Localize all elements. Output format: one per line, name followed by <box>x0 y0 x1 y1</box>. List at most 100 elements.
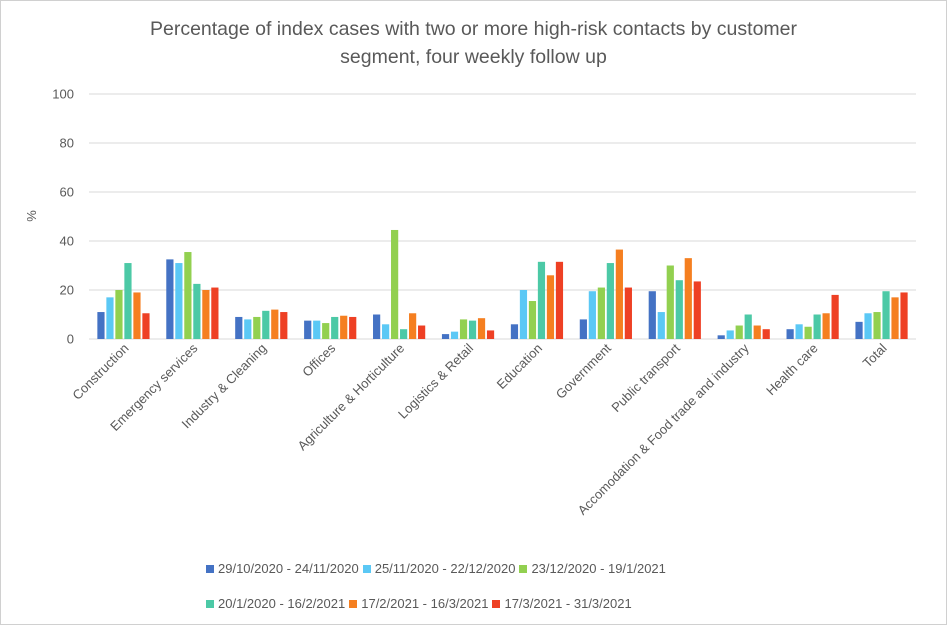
bar <box>468 320 477 340</box>
y-axis-ticks: 0 20 40 60 80 100 <box>52 87 74 347</box>
bar <box>340 315 348 339</box>
bar <box>624 287 632 339</box>
bar <box>873 312 881 339</box>
bar <box>124 263 132 339</box>
bar <box>855 321 863 339</box>
legend-swatch <box>206 564 214 573</box>
bar <box>450 331 459 339</box>
bar <box>546 275 555 339</box>
bar <box>106 297 114 339</box>
x-tick-label: Offices <box>299 340 338 379</box>
bar <box>717 335 725 339</box>
bar <box>588 291 596 339</box>
bar <box>666 265 674 339</box>
bar <box>304 320 312 340</box>
x-tick-label: Education <box>494 341 545 392</box>
bar <box>693 281 701 339</box>
y-tick-label: 60 <box>60 185 74 200</box>
bar <box>262 310 270 339</box>
bar <box>726 330 734 339</box>
bar <box>510 324 519 339</box>
legend-label: 17/3/2021 - 31/3/2021 <box>504 596 632 611</box>
legend: 29/10/2020 - 24/11/2020 25/11/2020 - 22/1… <box>206 561 746 611</box>
bar <box>900 292 908 339</box>
y-tick-label: 80 <box>60 136 74 151</box>
bar <box>193 283 201 340</box>
legend-swatch <box>362 564 371 573</box>
bar <box>555 261 564 339</box>
bar <box>253 316 261 339</box>
bar <box>831 294 839 339</box>
x-tick-label: Government <box>553 340 614 401</box>
legend-swatch <box>349 599 358 608</box>
bar <box>813 314 821 339</box>
bar <box>528 301 537 339</box>
bar <box>459 319 468 339</box>
legend-label: 20/1/2020 - 16/2/2021 <box>218 596 346 611</box>
bar <box>142 313 150 339</box>
chart-title-line-1: Percentage of index cases with two or mo… <box>149 18 798 40</box>
bar <box>675 280 683 339</box>
chart-title-line-2: segment, four weekly follow up <box>340 46 607 68</box>
bar <box>597 287 605 339</box>
legend-item: 23/12/2020 - 19/1/2021 <box>519 561 666 576</box>
x-tick-label: Total <box>860 340 890 370</box>
bar <box>657 312 665 339</box>
bar <box>735 325 743 339</box>
bar <box>400 329 408 339</box>
bar <box>244 319 252 339</box>
y-tick-label: 0 <box>67 332 74 347</box>
x-tick-label: Health care <box>763 341 821 399</box>
bar <box>477 318 486 339</box>
gridlines <box>89 93 916 340</box>
bar <box>648 291 656 339</box>
bar <box>409 313 417 339</box>
y-tick-label: 100 <box>52 87 74 102</box>
bar <box>391 229 399 339</box>
bar <box>382 324 390 339</box>
chart-title: Percentage of index cases with two or mo… <box>1 15 946 71</box>
legend-swatch <box>206 599 214 608</box>
bar <box>822 313 830 339</box>
legend-swatch <box>492 599 501 608</box>
bar <box>97 312 105 339</box>
bar <box>804 326 812 339</box>
y-tick-label: 20 <box>60 283 74 298</box>
bar <box>418 325 426 339</box>
bar <box>684 258 692 339</box>
legend-label: 17/2/2021 - 16/3/2021 <box>361 596 489 611</box>
bar <box>280 312 288 339</box>
legend-swatch <box>519 564 528 573</box>
legend-label: 25/11/2020 - 22/12/2020 <box>374 561 516 576</box>
bar <box>441 334 450 339</box>
x-tick-label: Public transport <box>608 340 683 415</box>
bar <box>615 249 623 339</box>
bar <box>486 330 495 339</box>
bar <box>753 325 761 339</box>
bar <box>115 290 123 339</box>
bar <box>211 287 219 339</box>
bar <box>202 290 210 339</box>
y-tick-label: 40 <box>60 234 74 249</box>
legend-label: 23/12/2020 - 19/1/2021 <box>531 561 666 576</box>
bar <box>606 263 614 339</box>
legend-item: 17/3/2021 - 31/3/2021 <box>492 596 632 611</box>
x-tick-label: Logistics & Retail <box>395 340 476 421</box>
bar <box>184 252 192 339</box>
y-axis-label: % <box>24 210 39 222</box>
bar <box>175 263 183 339</box>
bar <box>349 316 357 339</box>
bar <box>579 319 587 339</box>
bar <box>331 316 339 339</box>
legend-item: 17/2/2021 - 16/3/2021 <box>349 596 488 611</box>
bar <box>882 291 890 339</box>
bar <box>744 314 752 339</box>
bar <box>519 290 528 339</box>
bar <box>313 320 321 340</box>
bar <box>133 292 141 339</box>
legend-label: 29/10/2020 - 24/11/2020 <box>218 561 359 576</box>
bar <box>864 313 872 339</box>
